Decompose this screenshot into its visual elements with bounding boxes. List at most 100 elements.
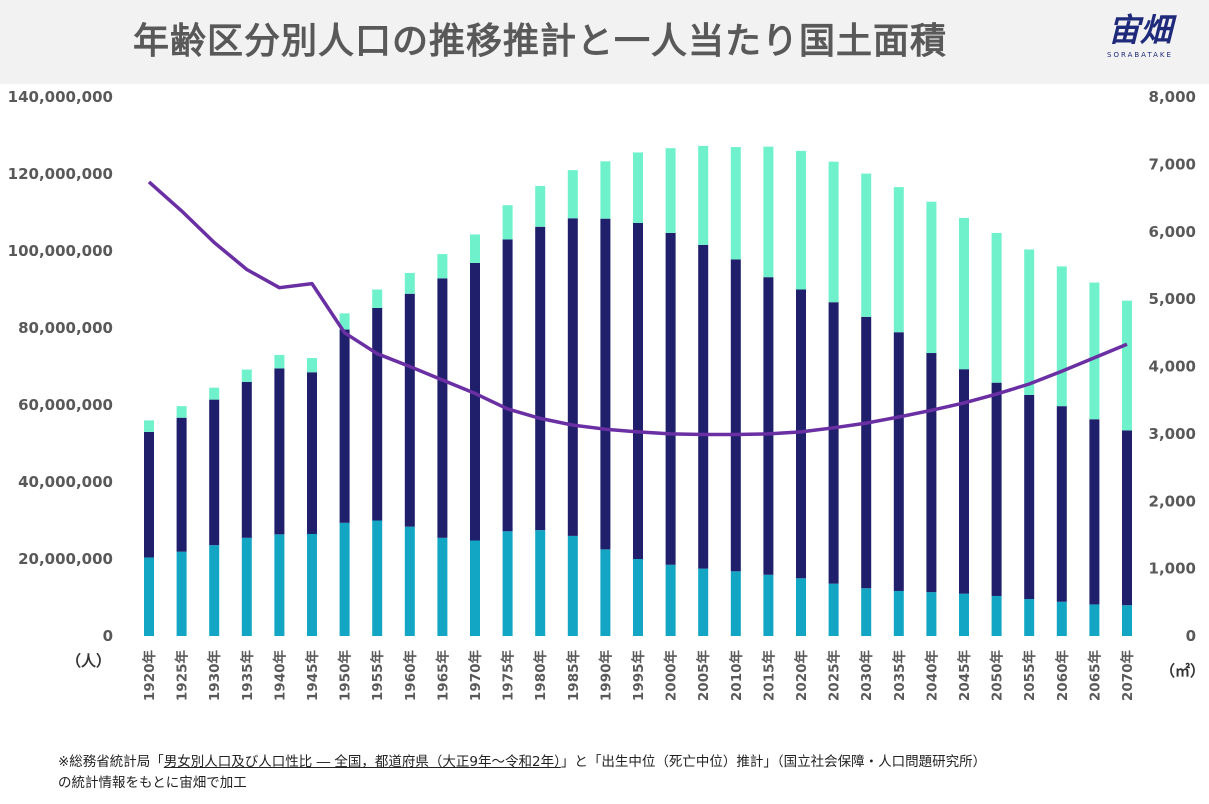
bar-age-65-plus [307,358,317,373]
x-tick-label: 2035年 [891,650,908,702]
x-tick-label: 2060年 [1054,650,1071,702]
x-tick-label: 1995年 [630,650,647,702]
bar-age-0-14 [1089,604,1100,636]
x-tick-label: 2015年 [760,650,777,702]
bar-age-15-64 [502,239,513,532]
bar-age-15-64 [1024,394,1035,600]
x-tick-label: 1945年 [304,650,321,702]
bar-age-15-64 [404,293,415,527]
bar-age-0-14 [567,535,578,636]
bar-age-65-plus [861,173,872,317]
bar-age-65-plus [991,232,1002,383]
bar-age-65-plus [1089,282,1100,420]
bar-age-65-plus [1122,300,1132,431]
bar-age-0-14 [991,595,1002,636]
x-tick-label: 2010年 [728,650,745,702]
bar-age-15-64 [176,417,187,552]
x-tick-label: 1970年 [467,650,484,702]
x-tick-label: 2050年 [989,650,1006,702]
bar-age-65-plus [1056,266,1067,407]
bar-age-15-64 [567,218,578,536]
bar-age-65-plus [404,272,415,294]
source-note-line1: ※総務省統計局「男女別人口及び人口性比 ― 全国，都道府県（大正9年～令和2年）… [58,750,986,770]
bar-age-0-14 [241,537,252,636]
source-link[interactable]: 男女別人口及び人口性比 ― 全国，都道府県（大正9年～令和2年） [163,754,561,770]
bar-age-65-plus [437,254,448,279]
right-axis-unit: （㎡） [1160,662,1206,680]
x-tick-label: 2020年 [793,650,810,702]
bar-age-15-64 [828,302,839,584]
bar-age-65-plus [470,234,480,263]
bar-age-0-14 [339,522,350,636]
y-right-tick-label: 0 [1186,627,1196,645]
bar-age-15-64 [698,244,709,569]
y-right-tick-label: 1,000 [1149,560,1196,578]
x-tick-label: 1950年 [337,650,354,702]
bar-age-0-14 [535,530,546,636]
bar-age-65-plus [665,148,676,233]
bar-age-0-14 [926,592,937,636]
bar-age-65-plus [763,146,774,278]
bar-age-15-64 [209,399,220,546]
bar-age-15-64 [763,277,774,575]
x-tick-label: 1975年 [500,650,517,702]
bar-age-0-14 [274,534,285,636]
bar-age-15-64 [437,278,448,538]
y-left-tick-label: 60,000,000 [18,396,113,414]
bar-age-65-plus [209,387,220,400]
bar-age-0-14 [828,583,839,636]
bar-age-15-64 [307,372,317,534]
bar-age-15-64 [665,232,676,565]
x-tick-label: 1965年 [434,650,451,702]
x-tick-label: 1955年 [369,650,386,702]
bar-age-0-14 [470,540,480,636]
bar-age-0-14 [307,533,317,636]
bar-age-15-64 [535,226,546,531]
bar-age-0-14 [372,520,383,636]
bar-age-0-14 [861,588,872,636]
y-left-tick-label: 20,000,000 [18,550,113,568]
bar-age-65-plus [176,406,187,418]
bar-age-65-plus [698,145,709,245]
bar-age-0-14 [763,574,774,636]
bar-age-0-14 [796,578,806,636]
bar-age-0-14 [404,526,415,636]
bar-age-65-plus [926,201,937,354]
bar-age-65-plus [372,289,383,308]
bar-age-0-14 [176,551,187,636]
logo-mark: 宙畑 [1107,11,1172,49]
x-tick-label: 2045年 [956,650,973,702]
bar-age-65-plus [959,217,969,370]
x-tick-label: 2030年 [858,650,875,702]
source-note-prefix: ※総務省統計局「 [58,754,164,770]
bar-age-15-64 [633,222,643,559]
x-tick-label: 1990年 [597,650,614,702]
header-bar: 年齢区分別人口の推移推計と一人当たり国土面積 宙畑 SORABATAKE [0,0,1209,84]
x-tick-label: 1940年 [271,650,288,702]
x-tick-label: 2065年 [1086,650,1103,702]
bar-age-0-14 [730,571,741,636]
bar-age-15-64 [600,218,611,550]
bar-age-0-14 [665,564,676,636]
bar-age-15-64 [339,329,350,523]
bar-age-15-64 [144,431,154,558]
bar-age-65-plus [893,187,904,333]
bar-age-65-plus [567,170,578,219]
x-tick-label: 2005年 [695,650,712,702]
y-right-tick-label: 8,000 [1149,88,1196,106]
sorabatake-logo: 宙畑 SORABATAKE [1088,10,1192,74]
bar-age-0-14 [437,537,448,636]
bar-age-15-64 [796,289,806,579]
source-note-line2: の統計情報をもとに宙畑で加工 [58,775,247,791]
bar-age-15-64 [274,368,285,535]
bar-age-65-plus [1024,249,1035,395]
y-right-tick-label: 3,000 [1149,425,1196,443]
bar-age-0-14 [959,593,969,636]
x-tick-label: 1985年 [565,650,582,702]
x-tick-label: 2025年 [826,650,843,702]
y-right-tick-label: 5,000 [1149,290,1196,308]
bar-age-15-64 [372,307,383,521]
chart-area: 0 20,000,000 40,000,000 60,000,000 80,000,00… [8,88,1196,702]
line-area-per-person [147,180,1128,437]
y-left-tick-label: 0 [103,627,113,645]
